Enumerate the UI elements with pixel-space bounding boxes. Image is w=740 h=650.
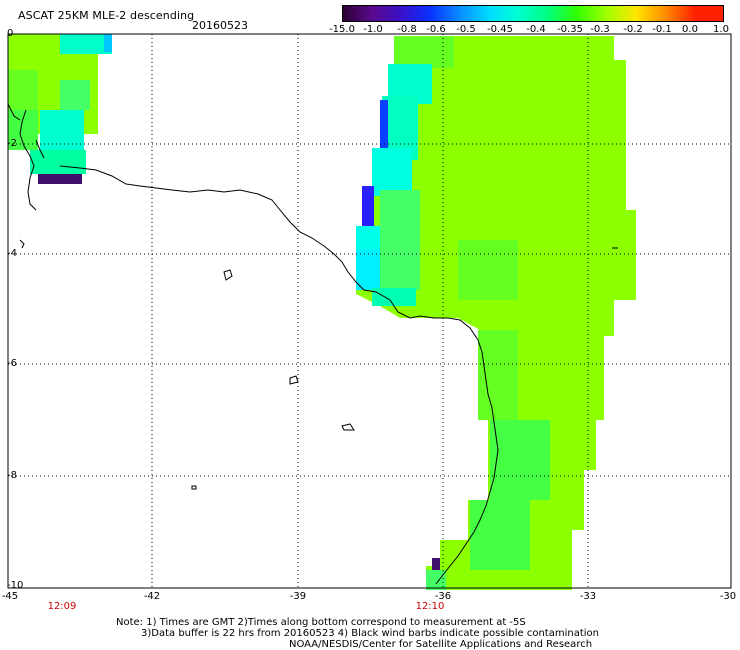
lat-label: -8 bbox=[7, 470, 17, 481]
colorbar-label: -0.35 bbox=[557, 24, 583, 35]
note-line-2: 3)Data buffer is 22 hrs from 20160523 4)… bbox=[141, 628, 599, 639]
note-line-1: Note: 1) Times are GMT 2)Times along bot… bbox=[116, 617, 526, 628]
colorbar-label: -0.45 bbox=[487, 24, 513, 35]
colorbar-cell bbox=[665, 5, 696, 22]
colorbar-label: -1.0 bbox=[363, 24, 383, 35]
swath-east bbox=[356, 36, 636, 590]
colorbar-cell bbox=[371, 5, 402, 22]
colorbar-cell bbox=[400, 5, 431, 22]
lat-label: -2 bbox=[7, 138, 17, 149]
coastline bbox=[7, 103, 618, 585]
colorbar-cell bbox=[488, 5, 519, 22]
lat-label: -6 bbox=[7, 358, 17, 369]
lon-label: -36 bbox=[434, 591, 452, 602]
time-label: 12:09 bbox=[47, 601, 77, 612]
colorbar-label: 1.0 bbox=[713, 24, 729, 35]
lat-label: -10 bbox=[7, 580, 24, 591]
lon-label: -45 bbox=[1, 591, 19, 602]
colorbar-cell bbox=[430, 5, 461, 22]
plot-frame bbox=[7, 33, 732, 589]
colorbar bbox=[342, 5, 724, 22]
map-date: 20160523 bbox=[192, 19, 248, 32]
lat-label: -4 bbox=[7, 248, 17, 259]
lon-label: -33 bbox=[579, 591, 597, 602]
lon-label: -30 bbox=[719, 591, 737, 602]
lon-label: -39 bbox=[289, 591, 307, 602]
map-title: ASCAT 25KM MLE-2 descending bbox=[18, 9, 195, 22]
colorbar-label: -0.3 bbox=[590, 24, 610, 35]
colorbar-cell bbox=[547, 5, 578, 22]
lat-label: 0 bbox=[7, 28, 14, 39]
note-line-3: NOAA/NESDIS/Center for Satellite Applica… bbox=[289, 639, 593, 650]
colorbar-label: -0.2 bbox=[623, 24, 643, 35]
lon-label: -42 bbox=[143, 591, 161, 602]
colorbar-label: -0.5 bbox=[456, 24, 476, 35]
colorbar-cell bbox=[459, 5, 490, 22]
colorbar-label: 0.0 bbox=[682, 24, 698, 35]
colorbar-cell bbox=[577, 5, 607, 22]
map-grid bbox=[8, 34, 731, 588]
colorbar-cell bbox=[342, 5, 372, 22]
colorbar-label: -0.4 bbox=[526, 24, 546, 35]
colorbar-label: -15.0 bbox=[329, 24, 355, 35]
colorbar-label: -0.8 bbox=[397, 24, 417, 35]
colorbar-cell bbox=[694, 5, 724, 22]
colorbar-labels: -15.0 -1.0 -0.8 -0.6 -0.5 -0.45 -0.4 -0.… bbox=[329, 24, 740, 36]
colorbar-cell bbox=[606, 5, 637, 22]
time-label: 12:10 bbox=[415, 601, 445, 612]
colorbar-cell bbox=[518, 5, 549, 22]
colorbar-cell bbox=[635, 5, 666, 22]
swath-west bbox=[8, 34, 112, 184]
colorbar-label: -0.6 bbox=[426, 24, 446, 35]
colorbar-label: -0.1 bbox=[652, 24, 672, 35]
